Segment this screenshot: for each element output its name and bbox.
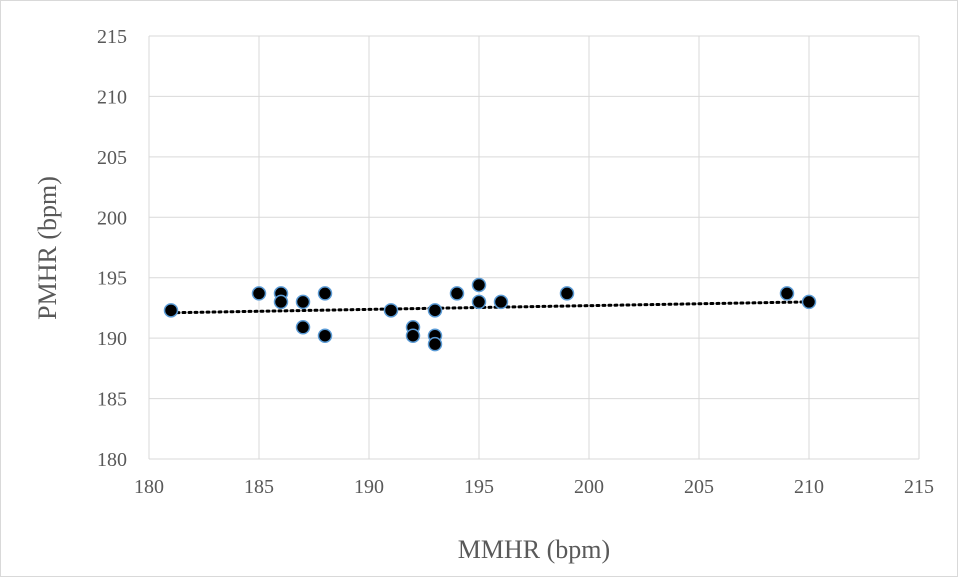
data-point: [427, 336, 443, 352]
y-axis-title: PMHR (bpm): [33, 176, 62, 320]
y-tick-label: 210: [97, 86, 127, 108]
data-points: [163, 277, 817, 352]
data-point: [471, 294, 487, 310]
x-tick-label: 195: [464, 476, 494, 498]
gridlines: [148, 35, 920, 460]
data-point: [317, 328, 333, 343]
data-point: [427, 303, 443, 318]
data-point: [273, 294, 289, 310]
data-point: [163, 303, 179, 318]
data-point: [779, 286, 795, 301]
y-tick-label: 195: [97, 268, 127, 290]
y-tick-label: 185: [97, 389, 127, 411]
x-tick-labels: 180 185 190 195 200 205 210 215: [134, 476, 934, 498]
x-tick-label: 210: [794, 476, 824, 498]
data-point: [449, 286, 465, 301]
data-point: [801, 294, 817, 310]
y-tick-labels: 180 185 190 195 200 205 210 215: [97, 26, 127, 471]
data-point: [317, 286, 333, 301]
x-axis-title: MMHR (bpm): [458, 535, 610, 564]
data-point: [251, 286, 267, 301]
x-tick-label: 180: [134, 476, 164, 498]
data-point: [383, 303, 399, 318]
x-tick-label: 185: [244, 476, 274, 498]
y-tick-label: 215: [97, 26, 127, 48]
trendline-group: [169, 300, 811, 315]
y-tick-label: 205: [97, 147, 127, 169]
trendline: [169, 300, 811, 315]
data-point: [559, 286, 575, 301]
data-point: [471, 277, 487, 293]
y-tick-label: 180: [97, 449, 127, 471]
data-point: [295, 294, 311, 310]
data-point: [295, 320, 311, 335]
data-point: [493, 294, 509, 310]
x-tick-label: 190: [354, 476, 384, 498]
y-tick-label: 190: [97, 328, 127, 350]
data-point: [405, 328, 421, 343]
y-tick-label: 200: [97, 207, 127, 229]
x-tick-label: 205: [684, 476, 714, 498]
x-tick-label: 215: [904, 476, 934, 498]
x-tick-label: 200: [574, 476, 604, 498]
